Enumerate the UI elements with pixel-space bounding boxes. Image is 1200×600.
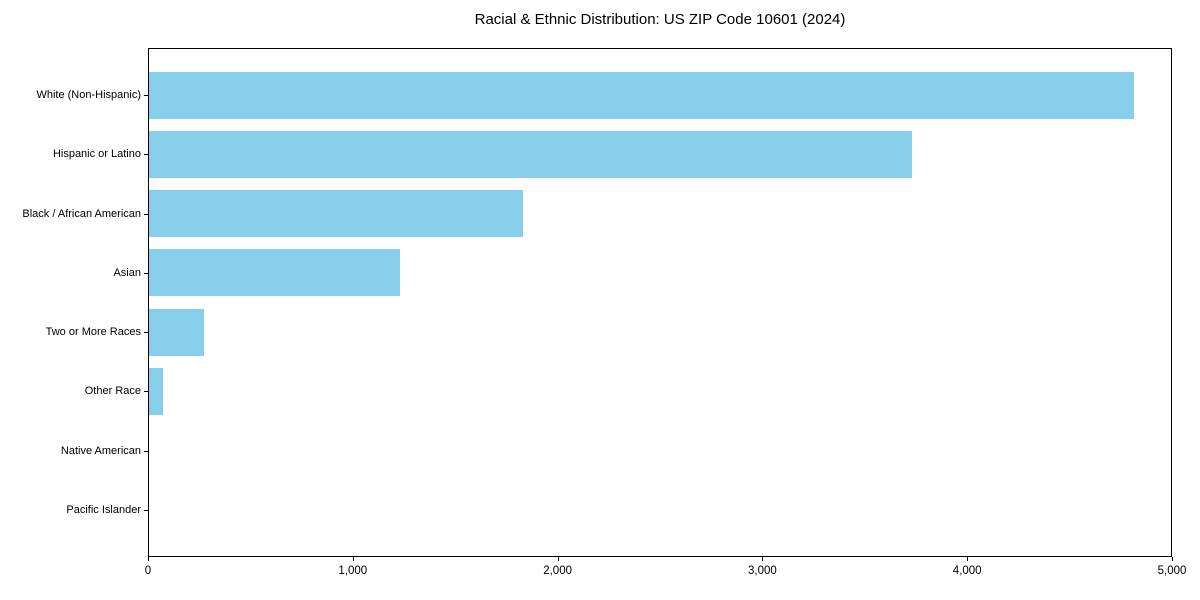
- x-axis-tick-label: 2,000: [543, 565, 572, 577]
- bar: [149, 249, 400, 297]
- x-axis-tick: [148, 557, 149, 561]
- y-axis-tick: [144, 95, 148, 96]
- y-axis-label: Native American: [60, 444, 141, 457]
- y-axis-tick: [144, 450, 148, 452]
- y-axis-tick: [144, 154, 148, 156]
- plot-area: [148, 48, 1172, 557]
- y-axis-tick: [144, 272, 148, 274]
- y-axis-label: Hispanic or Latino: [52, 148, 141, 161]
- y-axis-label: Black / African American: [22, 207, 141, 220]
- bar: [149, 130, 912, 178]
- y-axis-label: Pacific Islander: [66, 504, 141, 516]
- x-axis-tick-label: 3,000: [748, 565, 777, 577]
- x-axis-tick: [762, 557, 764, 561]
- chart-title: Racial & Ethnic Distribution: US ZIP Cod…: [474, 11, 846, 28]
- x-axis-tick-label: 4,000: [952, 565, 982, 577]
- y-axis-tick: [144, 213, 148, 215]
- x-axis-tick: [557, 557, 559, 561]
- bar: [149, 71, 1135, 119]
- bar: [149, 308, 205, 356]
- y-axis-label: White (Non-Hispanic): [36, 89, 141, 101]
- x-axis-tick-label: 0: [144, 565, 152, 577]
- y-axis-tick: [144, 332, 148, 334]
- x-axis-tick: [352, 557, 354, 561]
- y-axis-label: Asian: [113, 266, 141, 279]
- y-axis-tick: [144, 391, 148, 393]
- y-axis-tick: [144, 510, 148, 511]
- x-axis-tick: [1172, 557, 1173, 561]
- y-axis-label: Other Race: [84, 385, 141, 398]
- x-axis-tick-label: 5,000: [1157, 565, 1187, 577]
- x-axis-tick-label: 1,000: [338, 565, 368, 577]
- x-axis-tick: [967, 557, 969, 561]
- bar: [149, 190, 523, 238]
- y-axis-label: Two or More Races: [45, 326, 141, 339]
- bar: [149, 367, 164, 415]
